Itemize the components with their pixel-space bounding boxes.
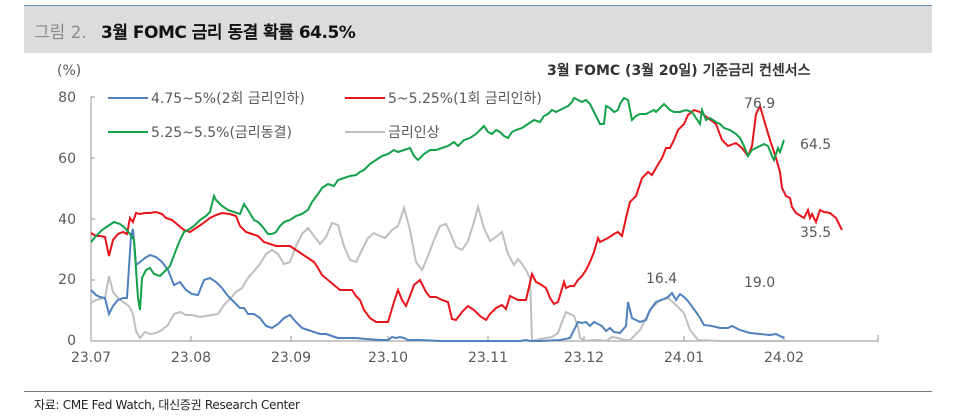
y-tick-40: 40: [58, 212, 76, 228]
legend-label-hold: 5.25~5.5%(금리동결): [151, 125, 292, 141]
top-border: [24, 5, 932, 6]
svg-text:23.10: 23.10: [368, 350, 408, 366]
legend-label-1-cut: 5~5.25%(1회 금리인하): [388, 91, 542, 107]
y-tick-80: 80: [58, 90, 76, 106]
data-annotations: 76.9 64.5 35.5 19.0 16.4: [646, 96, 831, 291]
source-divider: [24, 391, 932, 392]
axes: [90, 96, 879, 342]
annotation-green-last: 64.5: [800, 137, 831, 153]
svg-text:23.09: 23.09: [271, 350, 311, 366]
svg-text:23.11: 23.11: [468, 350, 508, 366]
annotation-green-min: 19.0: [744, 275, 775, 291]
title-bar: [24, 6, 932, 53]
svg-text:24.01: 24.01: [664, 350, 704, 366]
series-2-cuts: [90, 228, 785, 342]
svg-text:24.02: 24.02: [764, 350, 804, 366]
y-tick-20: 20: [58, 272, 76, 288]
y-tick-60: 60: [58, 151, 76, 167]
y-tick-0: 0: [67, 333, 76, 349]
legend-label-hike: 금리인상: [388, 125, 440, 141]
series-1-cut: [90, 103, 843, 323]
svg-text:23.08: 23.08: [171, 350, 211, 366]
legend: 4.75~5%(2회 금리인하) 5~5.25%(1회 금리인하) 5.25~5…: [108, 91, 542, 141]
svg-text:23.12: 23.12: [564, 350, 604, 366]
series-hold: [90, 96, 785, 311]
annotation-blue-peak: 16.4: [646, 271, 677, 287]
figure-title: 3월 FOMC 금리 동결 확률 64.5%: [101, 23, 356, 43]
y-axis-unit: (%): [57, 63, 81, 79]
annotation-red-last: 35.5: [800, 225, 831, 241]
series-rate-hike: [90, 203, 790, 343]
svg-text:23.07: 23.07: [71, 350, 111, 366]
legend-label-2-cuts: 4.75~5%(2회 금리인하): [151, 91, 305, 107]
x-axis-labels: 23.07 23.08 23.09 23.10 23.11 23.12 24.0…: [71, 350, 804, 366]
source-note: 자료: CME Fed Watch, 대신증권 Research Center: [34, 398, 300, 412]
annotation-red-peak: 76.9: [744, 96, 775, 112]
y-axis-labels: 80 60 40 20 0: [58, 90, 76, 349]
chart-title: 3월 FOMC (3월 20일) 기준금리 컨센서스: [547, 63, 811, 79]
figure-label: 그림 2.: [34, 23, 87, 43]
